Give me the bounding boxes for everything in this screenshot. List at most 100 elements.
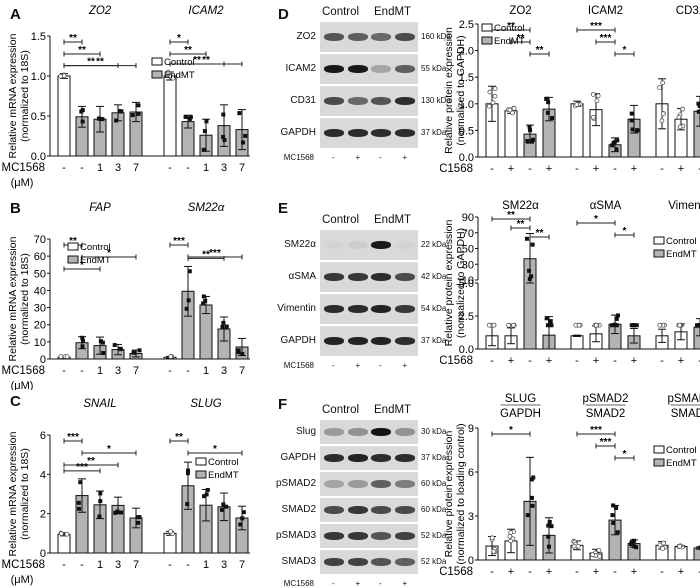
blot-protein-label: SMAD2 [282, 498, 316, 522]
protein-band [371, 33, 391, 41]
blot-treatment-sign: - [332, 579, 335, 588]
blot-treatment-sign: + [403, 153, 408, 162]
x-tick-label: - [490, 566, 494, 578]
bar [58, 534, 70, 553]
x-tick-label: - [660, 566, 664, 578]
blot-image [320, 446, 418, 470]
blot-image [320, 498, 418, 522]
y-tick-label: 2 [40, 509, 46, 521]
x-tick-label: - [62, 365, 66, 377]
significance-marker: *** [173, 236, 185, 247]
x-tick-label: - [490, 355, 494, 367]
x-tick-label: - [528, 566, 532, 578]
x-tick-label: 1 [97, 559, 103, 571]
x-tick-label: - [186, 559, 190, 571]
blot-treatment-label: MC1568 [284, 153, 314, 162]
protein-band [371, 532, 391, 540]
protein-band [395, 480, 415, 488]
protein-band [371, 305, 391, 313]
x-tick-label: - [490, 163, 494, 175]
blot-treatment-label: MC1568 [284, 361, 314, 370]
x-tick-label: - [660, 163, 664, 175]
protein-band [395, 337, 415, 345]
protein-band [324, 65, 344, 73]
treatment-unit: (μM) [11, 177, 34, 189]
blot-image [320, 326, 418, 356]
y-tick-label: 50 [34, 268, 46, 280]
x-tick-label: - [62, 162, 66, 174]
blot-kda-label: 130 kDa [421, 86, 451, 116]
treatment-unit: (μM) [11, 574, 34, 586]
x-tick-label: 3 [115, 162, 121, 174]
blot-image [320, 54, 418, 84]
treatment-label: MC1568 [2, 365, 45, 377]
blot-protein-label: pSMAD2 [276, 472, 316, 496]
svg-text:(normalized to 18S): (normalized to 18S) [19, 448, 31, 540]
blot-kda-label: 30 kDa [421, 420, 446, 444]
y-tick-label: 60 [34, 251, 46, 263]
protein-band [324, 337, 344, 345]
bar [164, 533, 176, 553]
svg-text:EndMT: EndMT [666, 249, 697, 260]
y-tick-label: 0.5 [459, 125, 474, 137]
x-tick-label: + [508, 355, 514, 367]
x-tick-label: - [168, 559, 172, 571]
x-tick-label: + [546, 355, 552, 367]
group-title: SM22α [188, 202, 225, 214]
blot-kda-label: 37 kDa [421, 118, 446, 148]
y-axis-label: Relative protein expression(normalized t… [443, 423, 467, 564]
svg-text:Control: Control [208, 457, 239, 468]
significance-marker: * [623, 449, 627, 460]
chart-panel-c: Relative mRNA expression(normalized to 1… [0, 390, 250, 586]
y-tick-label: 50 [462, 244, 474, 256]
blot-treatment-sign: + [356, 579, 361, 588]
group-control: Control [322, 6, 359, 18]
y-tick-label: 3 [468, 511, 474, 523]
y-axis-label: Relative mRNA expression(normalized to 1… [7, 236, 31, 361]
y-tick-label: 2.5 [459, 311, 474, 323]
blot-image [320, 230, 418, 260]
x-tick-label: - [575, 566, 579, 578]
significance-marker: *** [67, 432, 79, 443]
x-tick-label: - [528, 355, 532, 367]
group-endmt: EndMT [374, 6, 411, 18]
x-tick-label: - [186, 162, 190, 174]
group-endmt: EndMT [374, 404, 411, 416]
significance-marker: *** [600, 33, 612, 44]
x-tick-label: 7 [133, 162, 139, 174]
x-tick-label: - [168, 162, 172, 174]
chart-panel-d: Relative protein expression(normalized t… [440, 0, 700, 195]
protein-band [324, 33, 344, 41]
blot-treatment-sign: - [332, 153, 335, 162]
significance-marker: ** [78, 45, 86, 56]
x-tick-label: - [80, 365, 84, 377]
protein-band [395, 129, 415, 137]
group-control: Control [322, 214, 359, 226]
significance-marker: ** [69, 33, 77, 44]
blot-kda-label: 54 kDa [421, 294, 446, 324]
x-tick-label: + [678, 163, 684, 175]
y-tick-label: 20 [34, 320, 46, 332]
significance-marker: * [509, 425, 513, 436]
blot-protein-label: pSMAD3 [276, 524, 316, 548]
x-tick-label: - [660, 355, 664, 367]
group-title: ZO2 [509, 5, 531, 17]
blot-protein-label: Vimentin [277, 294, 316, 324]
x-tick-label: + [508, 566, 514, 578]
x-tick-label: - [613, 355, 617, 367]
bar [694, 548, 700, 560]
protein-band [348, 532, 368, 540]
significance-marker: *** [76, 462, 88, 473]
panel-letter-d: D [278, 6, 289, 23]
protein-band [324, 97, 344, 105]
significance-marker: * [177, 33, 181, 44]
blot-protein-label: GAPDH [280, 118, 316, 148]
protein-band [395, 305, 415, 313]
protein-band [348, 428, 368, 436]
protein-band [371, 506, 391, 514]
chart-panel-a: Relative mRNA expression(normalized to 1… [0, 0, 250, 195]
